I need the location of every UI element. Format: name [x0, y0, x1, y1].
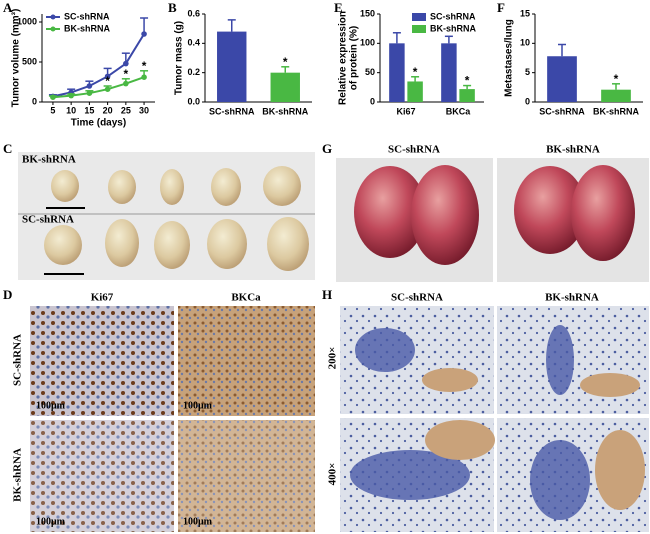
x-tick-label: 10 [66, 105, 76, 115]
bar [389, 43, 405, 102]
legend-swatch [412, 25, 426, 33]
x-tick-label: 15 [84, 105, 94, 115]
x-tick-label: 30 [139, 105, 149, 115]
y-tick-label: 0 [525, 96, 530, 106]
panel-letter: B [168, 0, 177, 15]
scale-bar-label: 100μm [36, 400, 66, 411]
column-label: SC-shRNA [388, 144, 440, 156]
x-tick-label: BK-shRNA [262, 106, 308, 116]
y-tick-label: 1000 [17, 16, 37, 26]
y-tick-label: 50 [365, 67, 375, 77]
y-axis-label: Metastases/lung [504, 19, 515, 97]
tumor-photo: BK-shRNA SC-shRNA [18, 152, 315, 280]
row-label: 200× [327, 347, 339, 370]
scale-bar-label: 100μm [183, 400, 213, 411]
point [104, 73, 111, 80]
bar [407, 81, 423, 102]
series-line [52, 33, 145, 98]
x-tick-label: Ki67 [396, 106, 415, 116]
series-line [52, 76, 145, 99]
x-tick-label: SC-shRNA [209, 106, 255, 116]
panel-letter: D [3, 287, 12, 302]
point [123, 60, 129, 67]
x-axis-label: Time (days) [71, 118, 126, 129]
point [141, 74, 147, 80]
row-label: BK-shRNA [12, 448, 24, 502]
y-tick-label: 10 [520, 38, 530, 48]
point [68, 92, 74, 99]
bar [459, 89, 475, 102]
column-label: BK-shRNA [546, 144, 600, 156]
bar [441, 43, 457, 102]
y-tick-label: 0.2 [187, 67, 200, 77]
ihc-images: Ki67 BKCa SC-shRNA BK-shRNA 100μm 100μm … [12, 292, 315, 532]
panel-letter: A [3, 0, 13, 15]
legend-label: SC-shRNA [64, 11, 110, 21]
panel-letter: G [322, 141, 332, 156]
x-tick-label: BK-shRNA [593, 106, 639, 116]
y-tick-label: 0.6 [187, 8, 200, 18]
bar [217, 31, 247, 103]
x-tick-label: BKCa [446, 106, 471, 116]
significance: * [413, 65, 418, 79]
column-label: BK-shRNA [545, 292, 599, 304]
y-axis-label: Tumor volume (mm³) [11, 9, 22, 108]
x-tick-label: 25 [121, 105, 131, 115]
point [86, 83, 93, 89]
point [86, 90, 93, 96]
row-label: 400× [327, 463, 339, 486]
x-tick-label: 5 [50, 105, 55, 115]
scale-bar-label: 100μm [36, 516, 66, 527]
y-axis-label: Relative expression [338, 11, 349, 105]
panel-letter: E [334, 0, 343, 15]
y-tick-label: 0 [370, 96, 375, 106]
lung-photo: SC-shRNA BK-shRNA [336, 144, 649, 282]
y-tick-label: 500 [22, 56, 37, 66]
legend-swatch [50, 14, 56, 20]
row-label: SC-shRNA [22, 214, 74, 226]
row-label: SC-shRNA [12, 334, 24, 386]
bar [601, 89, 631, 102]
significance: * [124, 67, 129, 81]
column-label: BKCa [231, 292, 261, 304]
y-tick-label: 5 [525, 67, 530, 77]
y-tick-label: 0.0 [187, 96, 200, 106]
significance: * [465, 74, 470, 88]
x-tick-label: SC-shRNA [539, 106, 585, 116]
bar [270, 72, 300, 102]
y-axis-label: of protein (%) [349, 26, 360, 90]
he-images: SC-shRNA BK-shRNA 200× 400× [327, 292, 649, 532]
significance: * [283, 55, 288, 69]
panel-letter: F [497, 0, 505, 15]
point [141, 31, 147, 37]
y-tick-label: 15 [520, 8, 530, 18]
column-label: SC-shRNA [391, 292, 443, 304]
panel-letter: C [3, 141, 12, 156]
point [50, 94, 56, 100]
significance: * [142, 59, 147, 73]
legend-label: BK-shRNA [430, 23, 476, 33]
y-tick-label: 0.4 [187, 38, 200, 48]
legend-label: BK-shRNA [64, 23, 110, 33]
significance: * [614, 72, 619, 86]
column-label: Ki67 [91, 292, 114, 304]
significance: * [105, 74, 110, 88]
bar [547, 56, 577, 102]
panel-letters: A B C D E F G H [3, 0, 505, 302]
legend-label: SC-shRNA [430, 11, 476, 21]
row-label: BK-shRNA [22, 154, 76, 166]
point [104, 86, 111, 92]
y-tick-label: 0 [32, 96, 37, 106]
point [123, 80, 129, 87]
panel-letter: H [322, 287, 332, 302]
scale-bar-label: 100μm [183, 516, 213, 527]
y-tick-label: 100 [360, 38, 375, 48]
y-tick-label: 150 [360, 8, 375, 18]
y-axis-label: Tumor mass (g) [174, 21, 185, 95]
legend-swatch [412, 13, 426, 21]
x-tick-label: 20 [103, 105, 113, 115]
legend-swatch [50, 26, 56, 32]
